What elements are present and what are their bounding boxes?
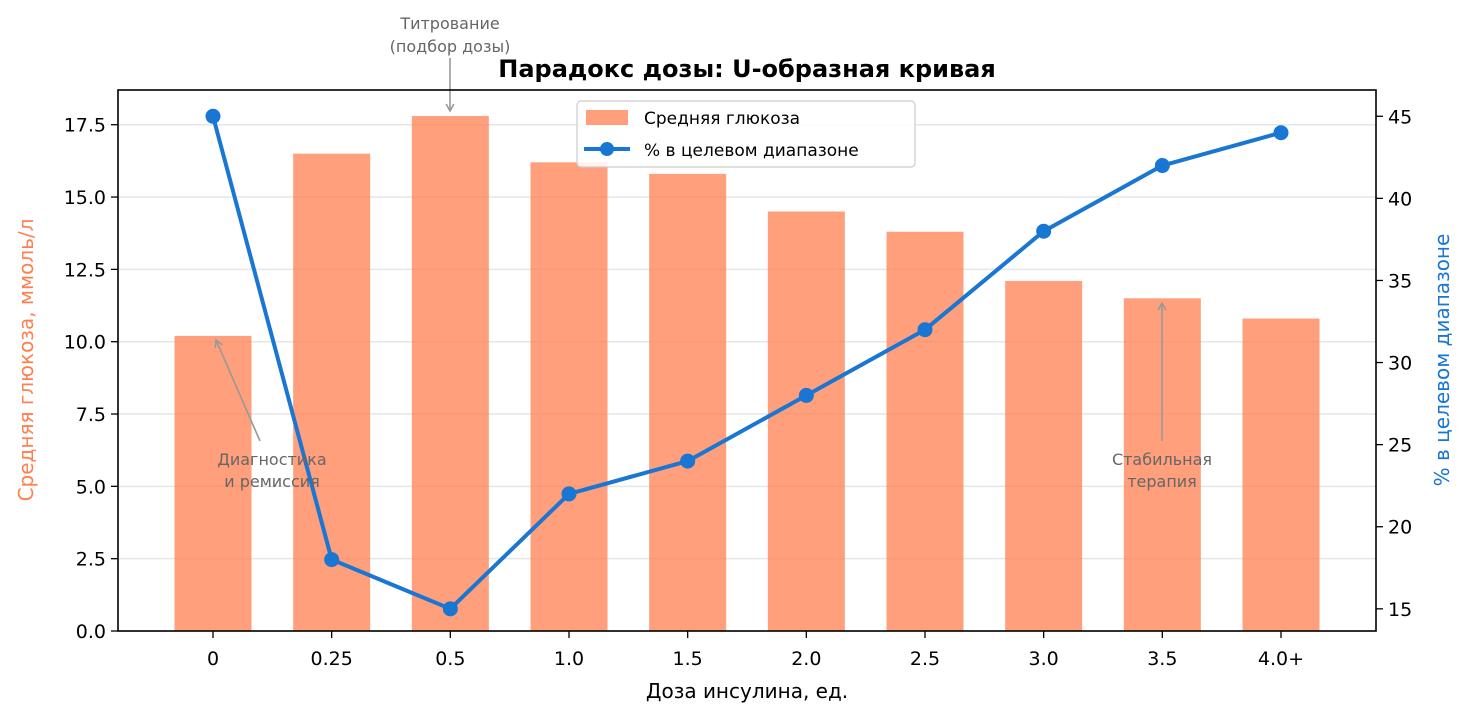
bar [1242,318,1320,631]
bar [886,231,964,632]
y-left-tick-label: 12.5 [64,259,106,281]
annotation-stable-line1: Стабильная [1112,450,1212,469]
legend-marker-icon [600,142,614,156]
y-left-tick-label: 17.5 [64,115,106,137]
y-right-tick-label: 25 [1388,435,1412,457]
line-marker [205,108,221,124]
x-tick-label: 4.0+ [1258,648,1304,670]
y-left-tick-label: 15.0 [64,187,106,209]
bar [174,335,252,631]
annotation-stable-line2: терапия [1127,472,1197,491]
bar [1005,280,1083,631]
annotation-arrows [214,58,1167,442]
x-tick-label: 2.0 [791,648,821,670]
line-marker [798,387,814,403]
legend: Средняя глюкоза % в целевом диапазоне [576,100,916,168]
x-tick-label: 2.5 [910,648,940,670]
x-tick-label: 3.0 [1029,648,1059,670]
line-marker [680,453,696,469]
line-series-target-range [205,108,1289,617]
y-axis-right-title: % в целевом диапазоне [1430,234,1454,487]
x-tick-label: 1.0 [554,648,584,670]
legend-bar-swatch [586,110,628,125]
line-marker [324,552,340,568]
line-marker [917,322,933,338]
legend-box [576,100,916,168]
x-axis-title: Доза инсулина, ед. [646,679,848,703]
arrow-diagnostics-icon [214,338,261,442]
arrow-titration-icon [445,58,455,113]
legend-line-label: % в целевом диапазоне [644,141,859,161]
y-right-tick-label: 40 [1388,188,1412,210]
annotation-titration: Титрование (подбор дозы) [390,14,511,56]
y-axis-left-title: Средняя глюкоза, ммоль/л [14,219,38,502]
annotation-diagnostics-line1: Диагностика [217,450,326,469]
line-marker [1154,158,1170,174]
y-right-tick-label: 30 [1388,353,1412,375]
y-left-tick-label: 5.0 [76,476,106,498]
y-left-tick-label: 10.0 [64,332,106,354]
line-marker [442,601,458,617]
y-left-tick-label: 7.5 [76,404,106,426]
x-tick-label: 3.5 [1147,648,1177,670]
y-right-tick-label: 15 [1388,599,1412,621]
y-right-tick-label: 45 [1388,106,1412,128]
line-marker [561,486,577,502]
y-right-tick-label: 20 [1388,517,1412,539]
bar [293,153,371,631]
arrow-stable-icon [1157,301,1167,441]
bar [767,211,845,631]
bar [649,173,727,632]
annotation-diagnostics: Диагностика и ремиссия [217,450,326,491]
x-tick-label: 0.5 [435,648,465,670]
x-tick-label: 0 [207,648,219,670]
axes: 0.0 2.5 5.0 7.5 10.0 12.5 15.0 17.5 15 20 25 30 35 40… [64,89,1412,670]
bar [411,116,489,632]
y-left-tick-label: 2.5 [76,549,106,571]
line-marker [1036,223,1052,239]
x-tick-label: 0.25 [311,648,353,670]
chart-title: Парадокс дозы: U-образная кривая [498,55,996,83]
bar-series-glucose [174,116,1320,632]
x-tick-label: 1.5 [673,648,703,670]
annotation-diagnostics-line2: и ремиссия [224,472,320,491]
y-left-tick-label: 0.0 [76,621,106,643]
legend-bar-label: Средняя глюкоза [644,109,800,129]
annotation-titration-line2: (подбор дозы) [390,37,511,56]
y-right-tick-label: 35 [1388,270,1412,292]
bar [530,162,608,631]
annotation-titration-line1: Титрование [399,14,499,33]
plot-frame [117,89,1377,632]
line-marker [1273,125,1289,141]
line-path [211,115,1282,611]
annotation-stable: Стабильная терапия [1112,450,1212,491]
